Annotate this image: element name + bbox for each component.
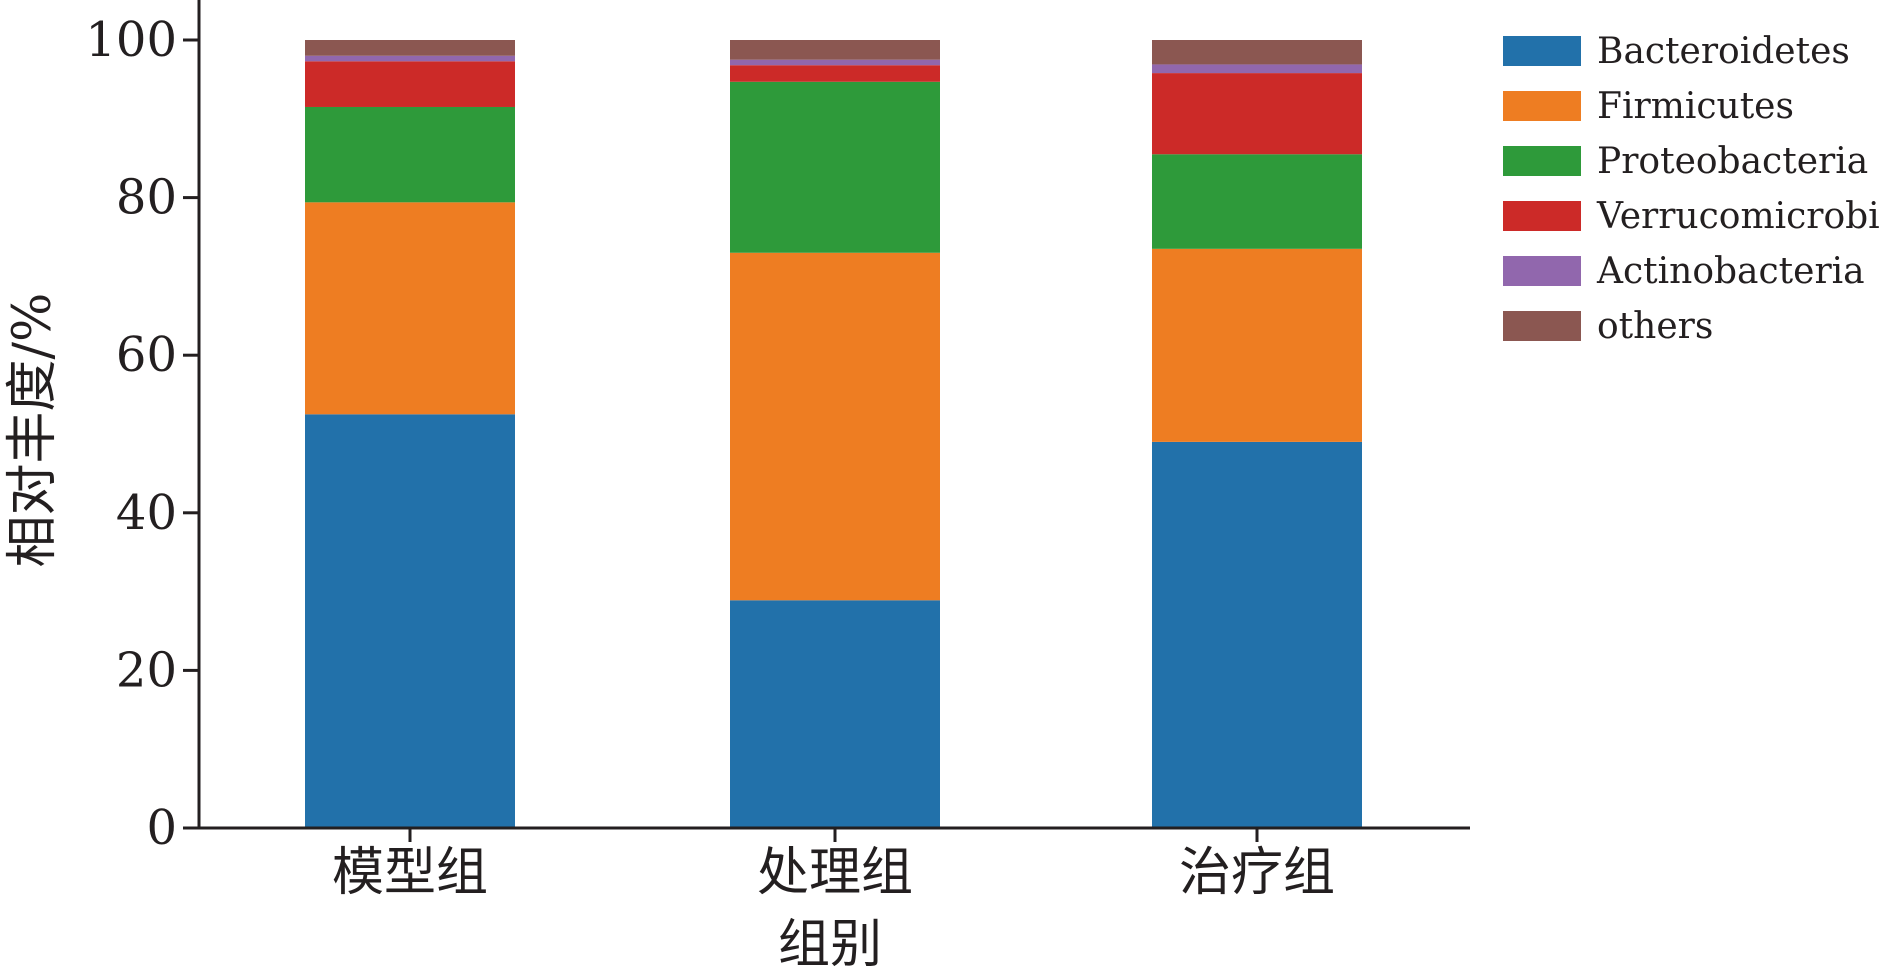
bar-segment-actinobacteria-2 <box>730 59 940 66</box>
y-tick-label-0: 0 <box>146 800 177 856</box>
y-tick-label-20: 20 <box>116 642 177 698</box>
legend: Bacteroidetes Firmicutes Proteobacteria Ver… <box>1503 31 1879 347</box>
bar-segment-verrucomicrobia-3 <box>1152 73 1362 155</box>
legend-swatch-proteobacteria <box>1503 146 1581 176</box>
legend-label-others: others <box>1597 306 1713 347</box>
legend-swatch-firmicutes <box>1503 91 1581 121</box>
legend-swatch-bacteroidetes <box>1503 36 1581 66</box>
bar-segment-proteobacteria-1 <box>305 106 515 203</box>
legend-swatch-actinobacteria <box>1503 256 1581 286</box>
bar-segment-proteobacteria-2 <box>730 81 940 253</box>
legend-label-bacteroidetes: Bacteroidetes <box>1597 31 1850 72</box>
y-tick-label-100: 100 <box>85 12 177 68</box>
bars-group <box>305 40 1362 828</box>
bar-segment-proteobacteria-3 <box>1152 154 1362 249</box>
bar-segment-verrucomicrobia-2 <box>730 65 940 82</box>
bar-segment-others-1 <box>305 40 515 56</box>
legend-label-actinobacteria: Actinobacteria <box>1596 251 1865 292</box>
legend-swatch-others <box>1503 311 1581 341</box>
bar-segment-firmicutes-2 <box>730 252 940 601</box>
y-ticks-group: 0 20 40 60 80 100 <box>85 12 199 856</box>
y-tick-label-60: 60 <box>116 327 177 383</box>
bar-segment-verrucomicrobia-1 <box>305 61 515 107</box>
y-tick-label-40: 40 <box>116 485 177 541</box>
x-tick-label-1: 模型组 <box>332 843 488 903</box>
legend-label-firmicutes: Firmicutes <box>1597 86 1794 127</box>
bar-segment-bacteroidetes-3 <box>1152 441 1362 828</box>
bar-segment-others-3 <box>1152 40 1362 65</box>
bar-segment-firmicutes-3 <box>1152 248 1362 442</box>
y-tick-label-80: 80 <box>116 170 177 226</box>
legend-label-verrucomicrobia: Verrucomicrobia <box>1596 196 1879 237</box>
bar-segment-bacteroidetes-1 <box>305 414 515 828</box>
bar-segment-others-2 <box>730 40 940 60</box>
bar-segment-actinobacteria-1 <box>305 55 515 62</box>
legend-swatch-verrucomicrobia <box>1503 201 1581 231</box>
bar-segment-firmicutes-1 <box>305 202 515 415</box>
legend-label-proteobacteria: Proteobacteria <box>1597 141 1868 182</box>
bar-segment-bacteroidetes-2 <box>730 600 940 828</box>
x-axis-title: 组别 <box>778 915 882 975</box>
bar-segment-actinobacteria-3 <box>1152 64 1362 74</box>
x-ticks-group: 模型组 处理组 治疗组 <box>332 828 1335 903</box>
y-axis-title: 相对丰度/% <box>3 293 63 568</box>
x-tick-label-2: 处理组 <box>757 843 913 903</box>
x-tick-label-3: 治疗组 <box>1179 843 1335 903</box>
